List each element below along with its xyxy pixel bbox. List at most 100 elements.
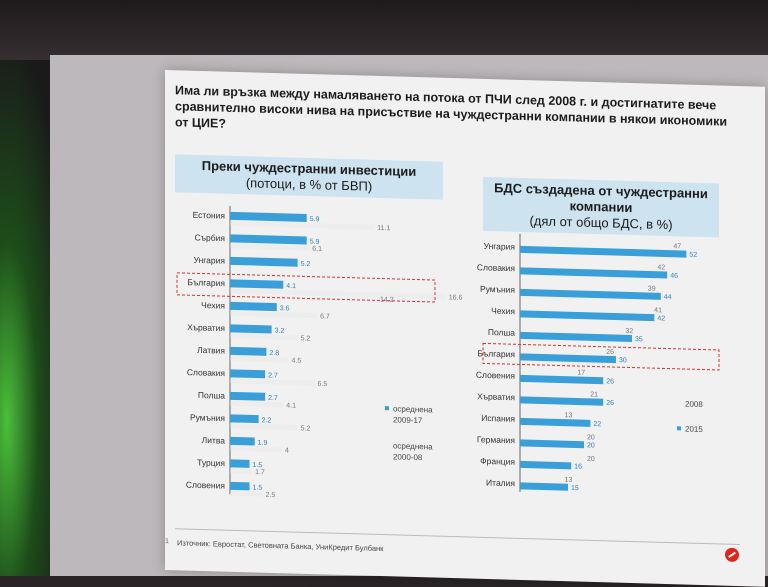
right-category-label: Испания xyxy=(481,413,515,424)
left-value-label-2009-17: 2.7 xyxy=(268,395,278,402)
left-bar-2009-17 xyxy=(230,301,277,312)
left-extra-value-label: 14.2 xyxy=(380,297,394,304)
left-category-label: Турция xyxy=(197,457,225,468)
left-legend-swatch-2009-17 xyxy=(385,406,389,411)
left-legend-label-2000-08-years: 2000-08 xyxy=(393,452,423,462)
left-value-label-2009-17: 2.7 xyxy=(268,372,278,379)
left-bar-2000-08 xyxy=(230,378,315,386)
left-category-label: Словения xyxy=(186,480,226,491)
right-value-label-2008: 13 xyxy=(565,477,573,484)
right-category-label: Словакия xyxy=(477,262,516,273)
right-legend-label-2015: 2015 xyxy=(685,425,703,435)
right-value-label-2015: 26 xyxy=(606,378,614,385)
left-value-label-2009-17: 2.8 xyxy=(269,350,279,357)
left-category-label: Унгария xyxy=(194,255,226,266)
right-bar-2015 xyxy=(520,245,687,258)
right-value-label-2015: 35 xyxy=(635,336,643,343)
right-bar-2015 xyxy=(520,396,604,406)
left-category-label: Хърватия xyxy=(187,322,225,333)
right-legend-swatch-2015 xyxy=(677,426,681,431)
left-bar-2000-08 xyxy=(230,468,253,474)
left-category-label: Латвия xyxy=(197,345,225,356)
right-bar-2015 xyxy=(520,331,632,343)
right-value-label-2015: 20 xyxy=(587,442,595,449)
left-value-label-2000-08: 6.5 xyxy=(318,381,328,388)
left-value-label-2000-08: 11.1 xyxy=(377,225,390,232)
right-value-label-2008: 20 xyxy=(587,456,595,463)
left-bar-2000-08 xyxy=(230,310,318,319)
left-bar-2000-08 xyxy=(230,423,298,431)
left-category-label: Литва xyxy=(202,435,226,446)
right-value-label-2015: 16 xyxy=(574,463,582,470)
right-value-label-2008: 17 xyxy=(577,370,585,377)
right-value-label-2015: 22 xyxy=(593,421,601,428)
right-value-label-2008: 26 xyxy=(606,349,614,356)
left-bar-2000-08 xyxy=(230,355,289,363)
left-bar-2009-17 xyxy=(230,459,250,468)
right-category-label: Унгария xyxy=(484,241,516,252)
right-category-label: Италия xyxy=(486,477,515,488)
left-category-label: Естония xyxy=(193,210,226,221)
left-value-label-2009-17: 1.5 xyxy=(253,462,263,469)
right-category-label: Словения xyxy=(476,370,516,381)
left-bar-2009-17 xyxy=(230,369,266,379)
right-legend-label-2008: 2008 xyxy=(685,400,703,410)
right-bar-2015 xyxy=(520,310,655,322)
left-bar-2000-08 xyxy=(230,490,263,497)
value-added-bar-chart: Унгария 47 52 Словакия 42 46 Румъния 39 44 Чехия 4… xyxy=(476,233,720,492)
right-category-label: България xyxy=(477,348,515,359)
left-value-label-2009-17: 5.9 xyxy=(310,239,320,246)
left-value-label-2000-08: 6.7 xyxy=(320,313,330,320)
right-value-label-2008: 42 xyxy=(657,264,665,271)
right-category-label: Полша xyxy=(488,327,515,338)
right-value-label-2008: 21 xyxy=(590,391,598,398)
left-bar-2009-17 xyxy=(230,414,259,424)
unicredit-logo xyxy=(725,547,739,563)
right-category-label: Чехия xyxy=(491,306,515,317)
left-value-label-2000-08: 5.2 xyxy=(301,425,311,432)
left-category-label: Чехия xyxy=(201,300,225,311)
right-bar-2015 xyxy=(520,374,604,385)
right-value-label-2008: 41 xyxy=(654,307,662,314)
right-category-label: Хърватия xyxy=(477,391,515,402)
right-value-label-2015: 52 xyxy=(689,252,697,259)
left-value-label-2000-08: 5.2 xyxy=(301,335,311,342)
left-bar-2009-17 xyxy=(230,324,272,334)
right-category-label: Германия xyxy=(477,434,515,445)
right-value-label-2008: 20 xyxy=(587,434,595,441)
left-value-label-2000-08: 4.5 xyxy=(292,358,302,365)
left-bar-2009-17 xyxy=(230,234,307,245)
right-value-label-2008: 47 xyxy=(673,243,681,250)
left-bar-2000-08 xyxy=(230,445,282,453)
right-value-label-2015: 30 xyxy=(619,357,627,364)
left-value-label-2000-08: 1.7 xyxy=(255,469,265,476)
right-value-label-2015: 42 xyxy=(657,315,665,322)
left-value-label-2009-17: 3.2 xyxy=(275,328,285,335)
left-value-label-2009-17: 5.9 xyxy=(310,216,320,223)
right-value-label-2008: 32 xyxy=(625,328,633,335)
presentation-slide: Има ли връзка между намаляването на пото… xyxy=(165,70,765,587)
right-bar-2015 xyxy=(520,417,591,427)
left-category-label: Полша xyxy=(198,390,225,401)
left-category-label: Словакия xyxy=(187,367,226,378)
left-value-label-2009-17: 5.2 xyxy=(301,261,311,268)
right-bar-2015 xyxy=(520,439,584,449)
right-bar-2015 xyxy=(520,267,668,279)
left-value-label-2009-17: 2.2 xyxy=(262,417,272,424)
left-bar-2000-08 xyxy=(230,243,310,251)
left-bar-2009-17 xyxy=(230,391,266,401)
left-bar-2009-17 xyxy=(230,481,250,491)
right-highlight-box xyxy=(482,342,720,371)
left-value-label-2000-08: 2.5 xyxy=(266,492,276,499)
left-bar-2000-08 xyxy=(230,400,284,408)
left-bar-2009-17 xyxy=(230,211,307,222)
left-value-label-2000-08: 16.6 xyxy=(449,294,463,301)
right-bar-2015 xyxy=(520,460,572,470)
left-value-label-2009-17: 1.5 xyxy=(253,484,263,491)
right-bar-2015 xyxy=(520,288,661,300)
right-value-label-2008: 13 xyxy=(565,412,573,419)
left-legend-label-2009-17-years: 2009-17 xyxy=(393,415,423,425)
left-category-label: Румъния xyxy=(190,412,225,423)
right-value-label-2015: 26 xyxy=(606,400,614,407)
